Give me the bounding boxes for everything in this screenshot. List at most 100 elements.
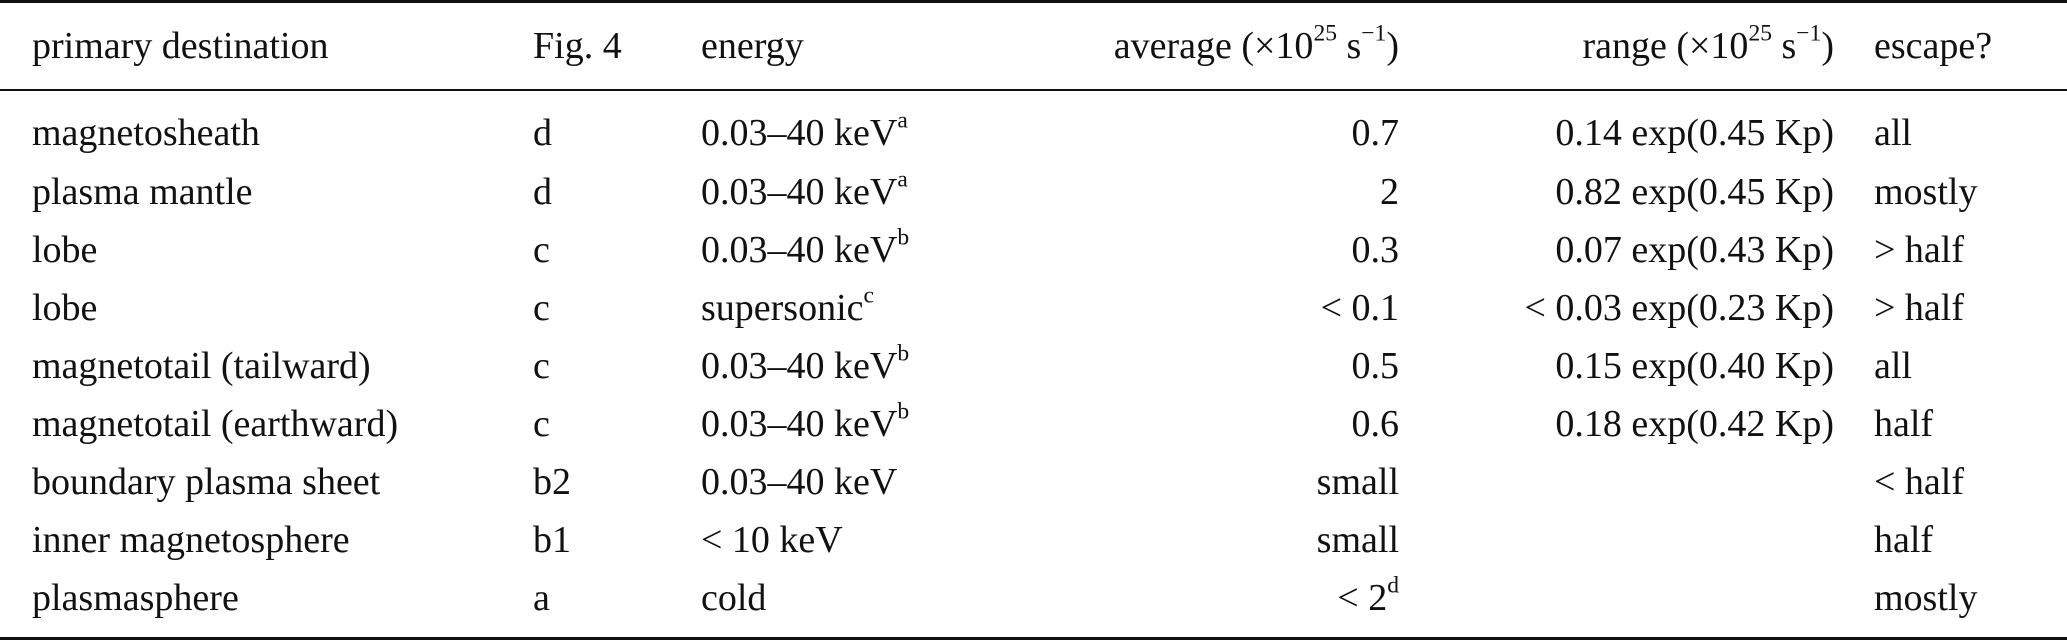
cell-escape: half — [1874, 519, 1934, 561]
table-row: plasmasphere a cold < 2d mostly — [0, 569, 2067, 627]
header-range-exp: 25 — [1748, 19, 1772, 46]
cell-escape: mostly — [1874, 577, 1978, 619]
cell-energy: < 10 keV — [699, 511, 1004, 569]
cell-escape: half — [1874, 403, 1934, 445]
cell-escape: < half — [1874, 461, 1965, 503]
cell-energy-note: a — [897, 166, 908, 193]
header-average-unit-exp: −1 — [1361, 19, 1387, 46]
cell-energy-note: b — [897, 224, 910, 251]
header-range-unit-exp: −1 — [1796, 19, 1822, 46]
cell-fig: c — [533, 403, 550, 445]
cell-energy-text: 0.03–40 keV — [701, 461, 898, 503]
cell-energy: 0.03–40 keVa — [699, 91, 1004, 163]
cell-average-note: d — [1387, 572, 1399, 599]
header-average-exp: 25 — [1313, 19, 1337, 46]
cell-range — [1399, 511, 1834, 569]
cell-energy-note: c — [863, 282, 874, 309]
header-destination: primary destination — [32, 24, 329, 67]
cell-destination: magnetotail (earthward) — [32, 403, 399, 445]
cell-average-text: 0.6 — [1351, 403, 1400, 445]
cell-average: small — [1004, 453, 1399, 511]
cell-energy-text: 0.03–40 keV — [701, 112, 898, 154]
cell-average: 0.5 — [1004, 337, 1400, 395]
cell-range: < 0.03 exp(0.23 Kp) — [1524, 287, 1834, 329]
cell-energy: 0.03–40 keVb — [699, 395, 1004, 453]
cell-energy-note: b — [897, 340, 910, 367]
header-rule — [0, 89, 2067, 91]
table-row: magnetotail (earthward) c 0.03–40 keVb 0… — [0, 395, 2067, 453]
cell-destination: inner magnetosphere — [32, 519, 350, 561]
table-row: lobe c 0.03–40 keVb 0.3 0.07 exp(0.43 Kp… — [0, 221, 2067, 279]
cell-average: < 2d — [1004, 569, 1399, 627]
cell-fig: c — [533, 229, 550, 271]
header-average-pre: average (×10 — [1113, 24, 1314, 67]
cell-energy-text: supersonic — [701, 287, 864, 329]
cell-energy-text: < 10 keV — [701, 519, 843, 561]
cell-average: 0.6 — [1004, 395, 1400, 453]
cell-escape: > half — [1874, 229, 1965, 271]
table-row: magnetotail (tailward) c 0.03–40 keVb 0.… — [0, 337, 2067, 395]
cell-destination: magnetotail (tailward) — [32, 345, 371, 387]
cell-fig: d — [533, 171, 552, 213]
cell-energy-text: cold — [701, 577, 767, 619]
cell-destination: lobe — [32, 229, 98, 271]
cell-energy: supersonicc — [699, 279, 1004, 337]
header-average-unit: s — [1336, 24, 1362, 67]
header-fig: Fig. 4 — [533, 24, 622, 67]
table-row: plasma mantle d 0.03–40 keVa 2 0.82 exp(… — [0, 163, 2067, 221]
cell-escape: mostly — [1874, 171, 1978, 213]
cell-destination: magnetosheath — [32, 112, 260, 154]
table-row: magnetosheath d 0.03–40 keVa 0.7 0.14 ex… — [0, 91, 2067, 163]
cell-range — [1399, 569, 1834, 627]
cell-average-text: small — [1316, 461, 1399, 503]
cell-fig: d — [533, 112, 552, 154]
cell-average-text: 0.3 — [1351, 229, 1400, 271]
bottom-rule — [0, 637, 2067, 640]
cell-energy-note: b — [897, 398, 910, 425]
cell-escape: all — [1874, 345, 1912, 387]
cell-fig: c — [533, 345, 550, 387]
cell-average: 0.3 — [1004, 221, 1400, 279]
cell-escape: > half — [1874, 287, 1965, 329]
cell-fig: a — [533, 577, 550, 619]
cell-range: 0.82 exp(0.45 Kp) — [1555, 171, 1834, 213]
cell-fig: c — [533, 287, 550, 329]
header-energy: energy — [701, 24, 804, 67]
header-escape: escape? — [1874, 24, 1993, 67]
top-rule — [0, 0, 2067, 3]
cell-average: 0.7 — [1004, 91, 1400, 163]
header-row: primary destination Fig. 4 energy averag… — [0, 0, 2067, 91]
cell-energy-text: 0.03–40 keV — [701, 229, 898, 271]
cell-average-text: 0.7 — [1351, 112, 1400, 154]
table-header: primary destination Fig. 4 energy averag… — [0, 0, 2067, 91]
cell-destination: boundary plasma sheet — [32, 461, 381, 503]
cell-escape: all — [1874, 112, 1912, 154]
cell-range: 0.15 exp(0.40 Kp) — [1555, 345, 1834, 387]
header-range-unit: s — [1771, 24, 1797, 67]
cell-energy-text: 0.03–40 keV — [701, 171, 898, 213]
cell-range: 0.18 exp(0.42 Kp) — [1555, 403, 1834, 445]
cell-average-text: 2 — [1380, 171, 1399, 213]
cell-average: 2 — [1004, 163, 1399, 221]
cell-energy: 0.03–40 keV — [699, 453, 1004, 511]
header-average-post: ) — [1386, 24, 1399, 67]
cell-average: small — [1004, 511, 1399, 569]
cell-average-text: < 2 — [1337, 577, 1388, 619]
cell-average-text: < 0.1 — [1320, 287, 1399, 329]
cell-energy-text: 0.03–40 keV — [701, 403, 898, 445]
cell-destination: plasma mantle — [32, 171, 253, 213]
table-row: lobe c supersonicc < 0.1 < 0.03 exp(0.23… — [0, 279, 2067, 337]
cell-energy: 0.03–40 keVa — [699, 163, 1004, 221]
cell-energy-note: a — [897, 107, 908, 134]
cell-destination: plasmasphere — [32, 577, 239, 619]
table-row: boundary plasma sheet b2 0.03–40 keV sma… — [0, 453, 2067, 511]
header-average: average (×1025 s−1) — [1004, 0, 1399, 91]
cell-fig: b1 — [533, 519, 571, 561]
cell-average-text: small — [1316, 519, 1399, 561]
cell-destination: lobe — [32, 287, 98, 329]
header-range: range (×1025 s−1) — [1399, 0, 1834, 91]
cell-average: < 0.1 — [1004, 279, 1399, 337]
cell-energy: cold — [699, 569, 1004, 627]
table-body: magnetosheath d 0.03–40 keVa 0.7 0.14 ex… — [0, 91, 2067, 627]
cell-range: 0.14 exp(0.45 Kp) — [1555, 112, 1834, 154]
